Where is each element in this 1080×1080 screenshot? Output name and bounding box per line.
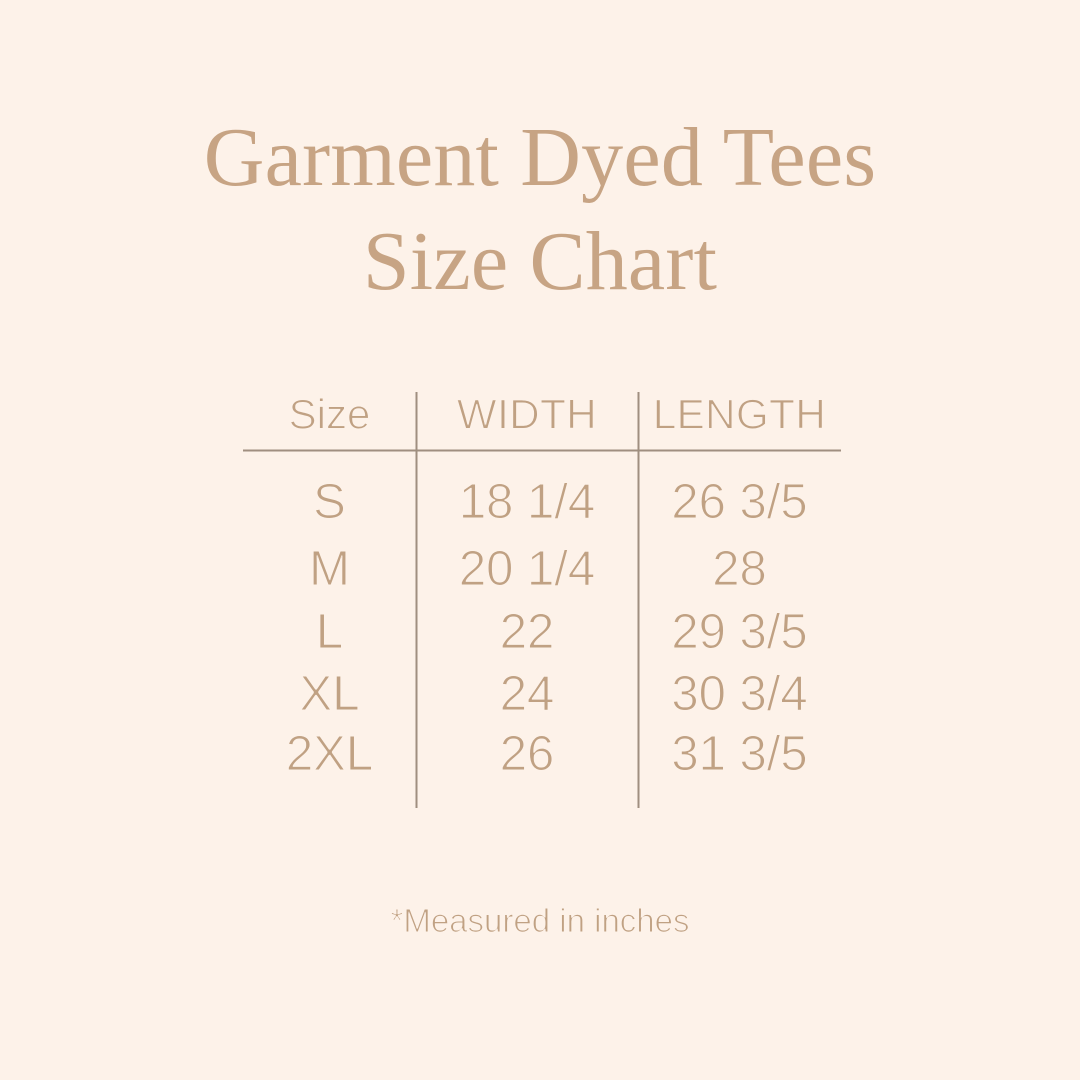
svg-text:2XL: 2XL [286,727,373,781]
svg-text:Size: Size [289,391,371,438]
svg-text:24: 24 [500,667,555,721]
svg-text:*Measured in inches: *Measured in inches [391,902,690,939]
svg-text:WIDTH: WIDTH [457,391,597,438]
svg-text:M: M [309,542,350,596]
svg-text:18 1/4: 18 1/4 [459,475,595,529]
svg-text:S: S [313,475,346,529]
svg-text:LENGTH: LENGTH [653,391,826,438]
svg-text:31 3/5: 31 3/5 [671,727,807,781]
svg-text:29 3/5: 29 3/5 [671,605,807,659]
svg-text:26: 26 [500,727,555,781]
svg-text:28: 28 [712,542,767,596]
svg-text:22: 22 [500,605,555,659]
svg-text:30 3/4: 30 3/4 [671,667,807,721]
svg-text:20 1/4: 20 1/4 [459,542,595,596]
svg-text:26 3/5: 26 3/5 [671,475,807,529]
svg-text:L: L [316,605,343,659]
svg-text:XL: XL [300,667,360,721]
